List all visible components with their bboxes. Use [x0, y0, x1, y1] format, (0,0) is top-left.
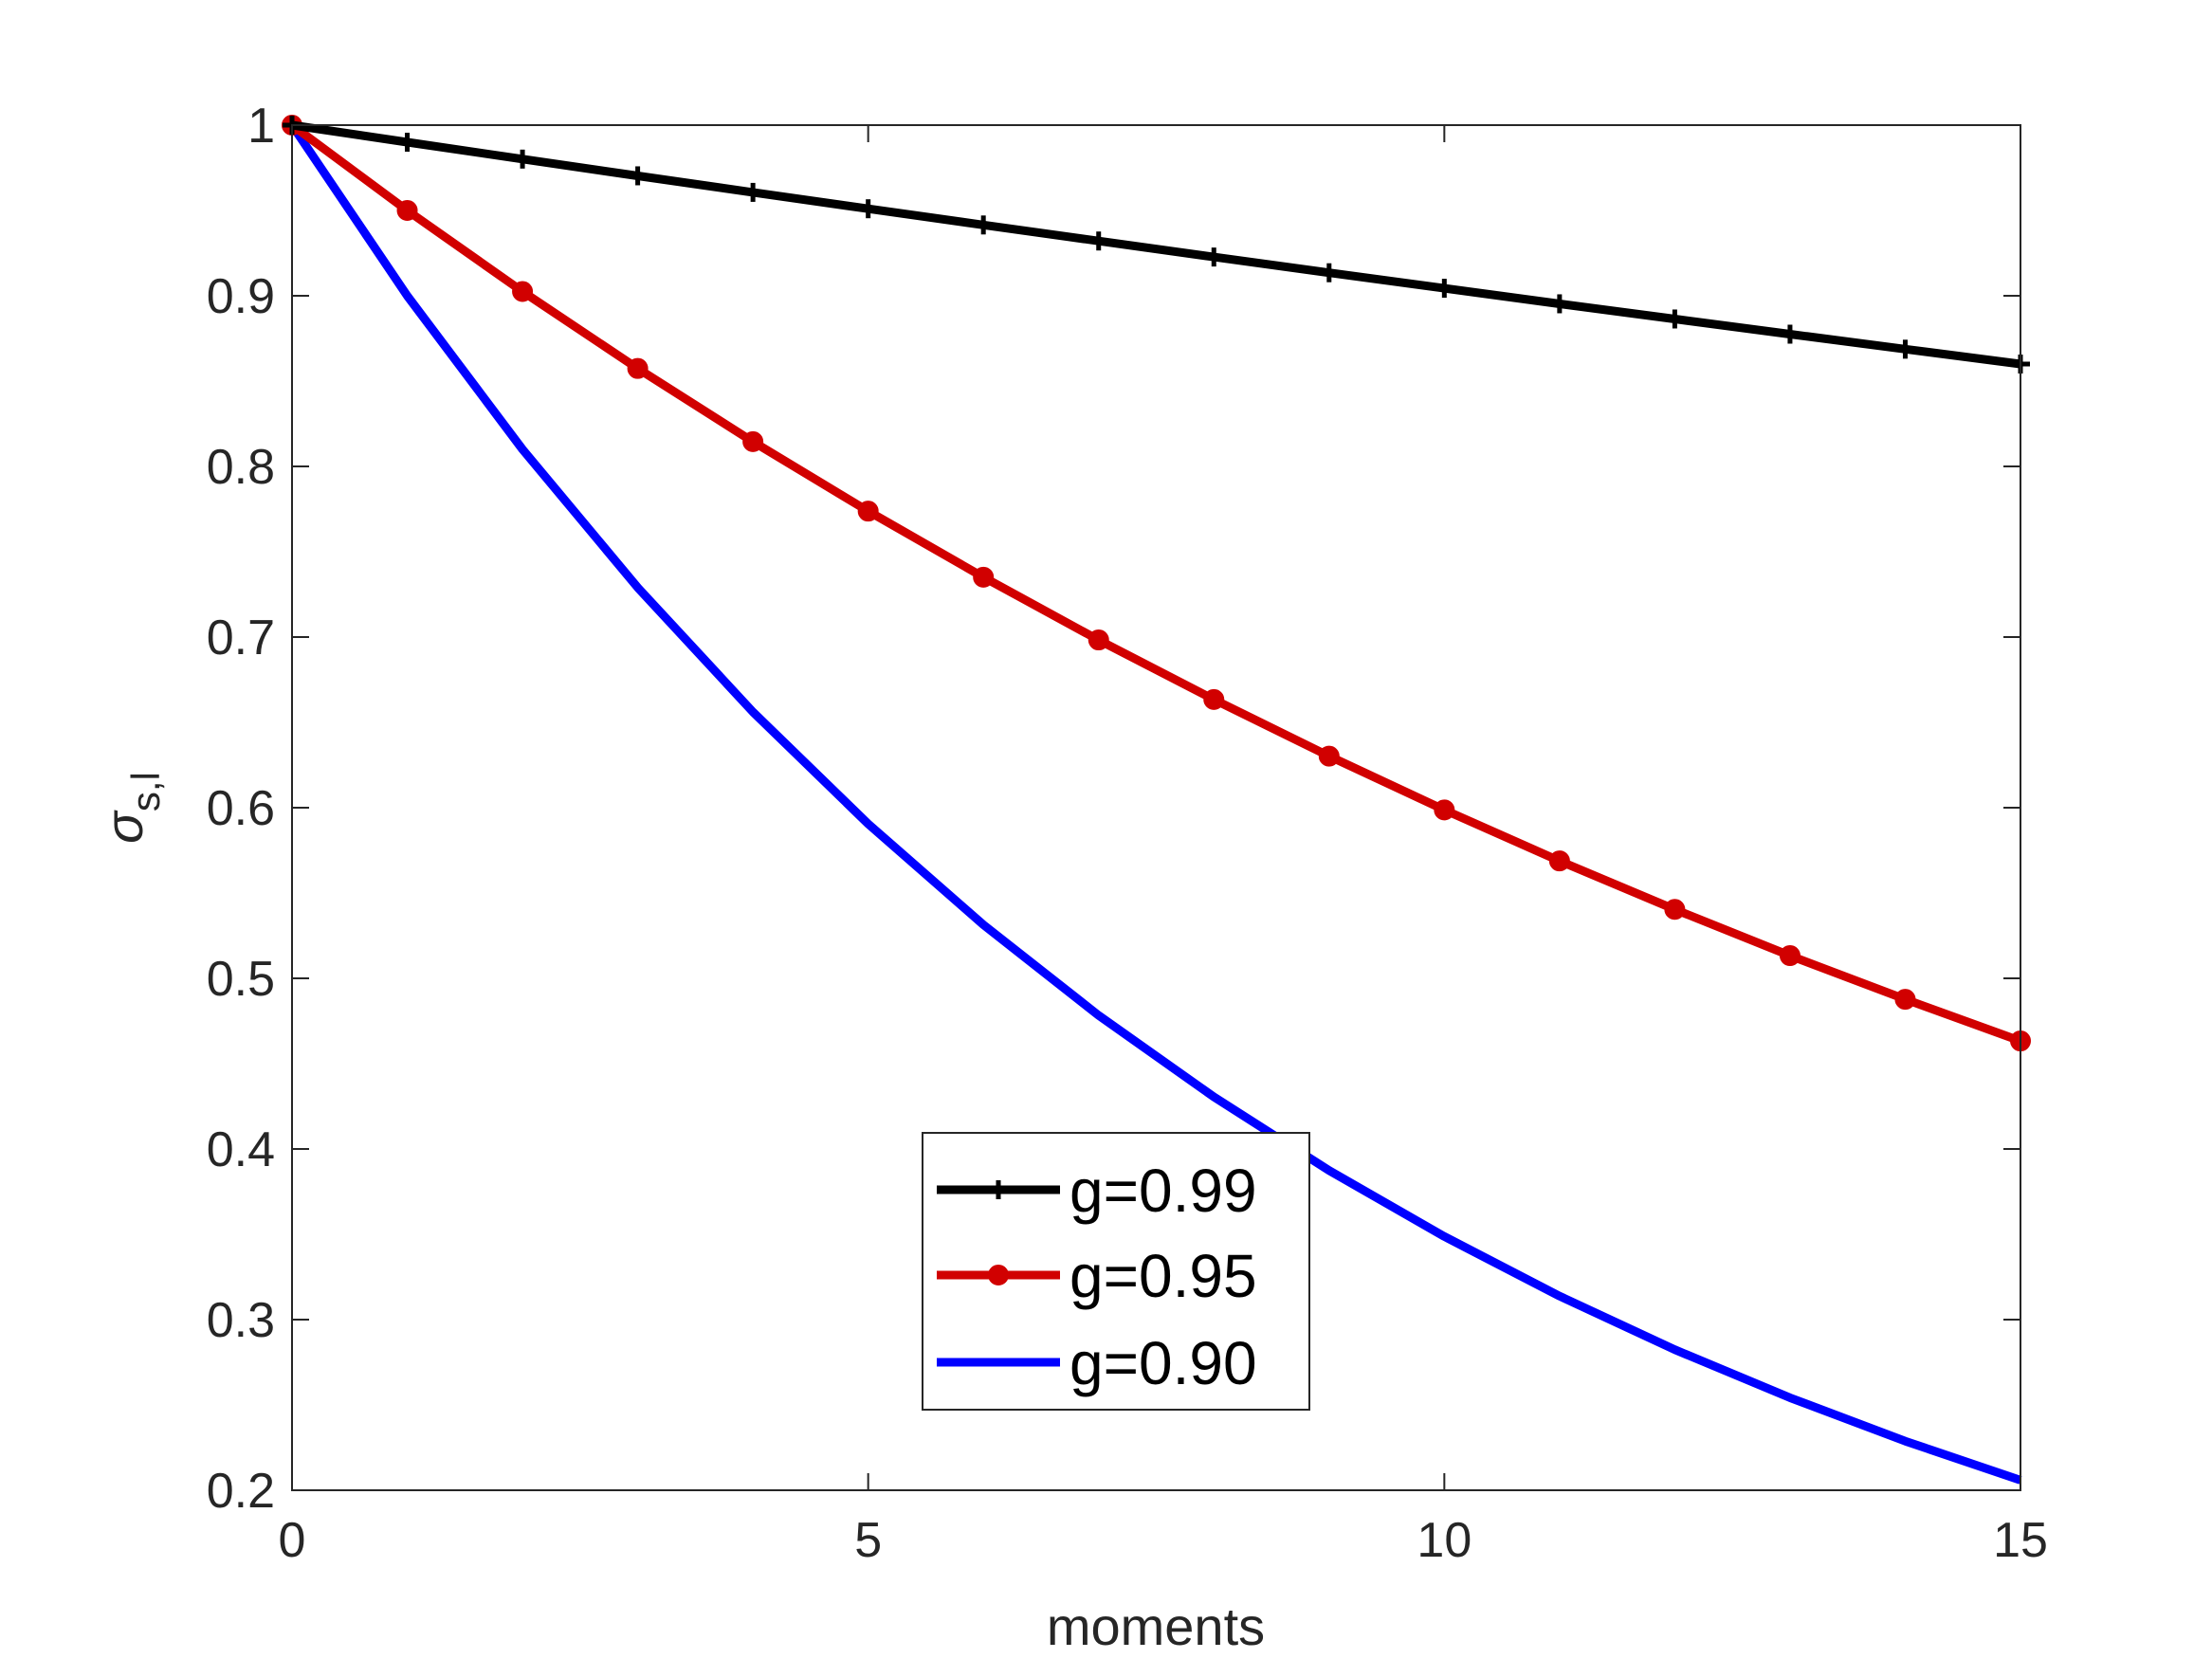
series-g=0.90 — [288, 122, 2022, 1485]
legend-items: g=0.99 g=0.95 g=0.90 — [937, 1157, 1257, 1397]
data-point-marker-circle — [1548, 850, 1570, 872]
y-axis-title-subscript: s,l — [123, 772, 168, 811]
data-point-marker-plus — [1088, 231, 1108, 251]
y-tick-label: 1 — [247, 99, 275, 154]
x-axis-title: moments — [1047, 1596, 1265, 1656]
axes-box — [291, 124, 2021, 1491]
y-tick-label: 0.9 — [207, 269, 275, 324]
y-tick-label: 0.4 — [207, 1122, 275, 1177]
tick-labels: 0 5 10 15 0.2 0.3 0.4 0.5 0.6 0.7 0.8 0.9 1 — [207, 99, 2048, 1568]
data-point-marker-circle — [857, 501, 879, 522]
data-point-marker-plus — [858, 199, 878, 219]
legend-label: g=0.95 — [1069, 1242, 1257, 1310]
data-point-marker-plus — [743, 182, 763, 202]
y-axis-title: σs,l — [94, 772, 168, 844]
series-line — [291, 120, 2021, 369]
data-point-marker-circle — [1664, 899, 1686, 921]
data-point-marker-plus — [628, 166, 648, 186]
x-tick-label: 5 — [854, 1513, 882, 1568]
y-axis-title-symbol: σ — [94, 810, 154, 844]
data-point-marker-plus — [974, 215, 994, 235]
data-point-marker-plus — [989, 1180, 1008, 1199]
data-point-marker-circle — [988, 1265, 1009, 1285]
data-point-marker-circle — [1203, 688, 1225, 710]
data-point-marker-plus — [1319, 263, 1339, 283]
y-tick-label: 0.8 — [207, 440, 275, 495]
data-point-marker-plus — [1780, 324, 1800, 344]
data-point-marker-plus — [513, 149, 533, 169]
series-line — [289, 121, 2022, 1046]
y-tick-label: 0.6 — [207, 781, 275, 836]
data-point-marker-plus — [1204, 247, 1224, 267]
data-series — [282, 115, 2031, 1485]
data-point-marker-plus — [1895, 339, 1915, 359]
y-tick-label: 0.2 — [207, 1464, 275, 1519]
data-point-marker-circle — [1088, 629, 1109, 651]
data-point-marker-circle — [1434, 799, 1455, 821]
series-line — [288, 122, 2022, 1485]
legend-label: g=0.99 — [1069, 1157, 1257, 1225]
data-point-marker-circle — [1779, 945, 1801, 967]
data-point-marker-plus — [1665, 309, 1685, 329]
data-point-marker-circle — [973, 566, 995, 588]
legend-item-g=0.99: g=0.99 — [937, 1157, 1257, 1225]
data-point-marker-plus — [397, 133, 417, 152]
legend-item-g=0.90: g=0.90 — [937, 1329, 1257, 1397]
series-g=0.95 — [282, 115, 2031, 1052]
data-point-marker-circle — [1894, 989, 1916, 1011]
data-point-marker-circle — [512, 281, 534, 302]
x-tick-label: 10 — [1417, 1513, 1472, 1568]
x-tick-label: 15 — [1993, 1513, 2048, 1568]
legend-label: g=0.90 — [1069, 1329, 1257, 1397]
data-point-marker-plus — [1549, 294, 1569, 314]
data-point-marker-circle — [742, 430, 764, 452]
data-point-marker-circle — [627, 357, 649, 379]
y-tick-label: 0.7 — [207, 611, 275, 665]
data-point-marker-circle — [1318, 745, 1340, 767]
legend-item-g=0.95: g=0.95 — [937, 1242, 1257, 1310]
data-point-marker-plus — [1435, 279, 1454, 299]
legend[interactable]: g=0.99 g=0.95 g=0.90 — [922, 1132, 1310, 1411]
data-point-marker-circle — [396, 200, 418, 221]
y-tick-label: 0.3 — [207, 1293, 275, 1348]
y-tick-label: 0.5 — [207, 952, 275, 1007]
x-tick-label: 0 — [279, 1513, 306, 1568]
